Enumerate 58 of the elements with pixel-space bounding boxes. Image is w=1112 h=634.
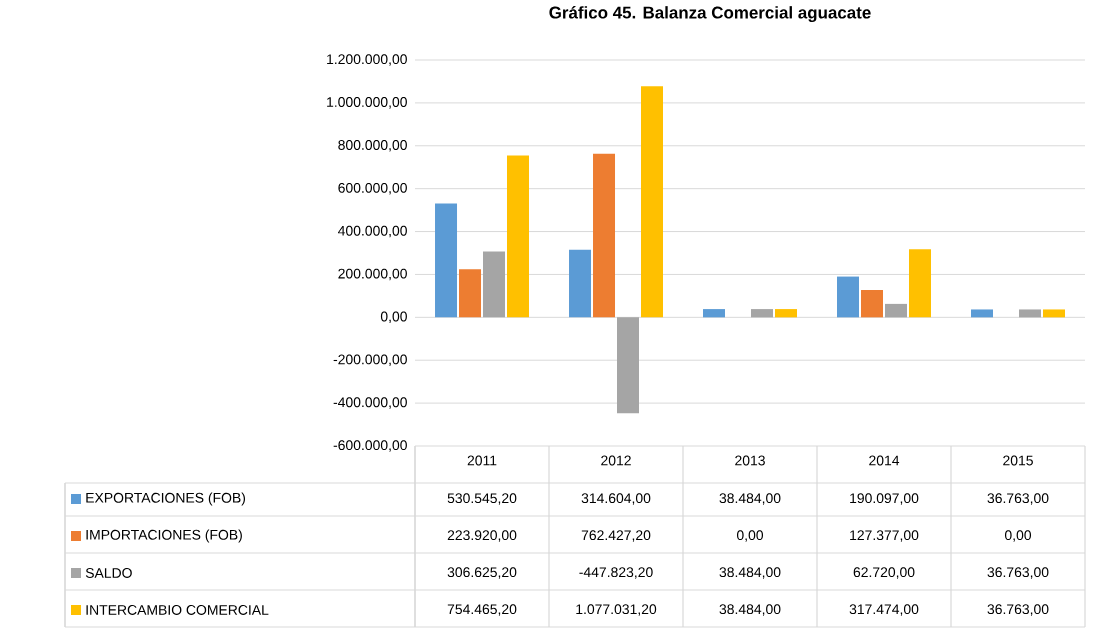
x-tick-label: 2014 (869, 455, 900, 466)
data-label: 0,00 (1004, 530, 1032, 542)
legend-label: EXPORTACIONES (FOB) (86, 492, 246, 506)
data-label: 1.077.031,20 (576, 604, 657, 616)
data-label: 223.920,00 (447, 530, 517, 542)
legend-label: SALDO (85, 568, 132, 578)
bar (617, 317, 639, 414)
bar (435, 203, 458, 318)
bar (507, 155, 529, 318)
bar (837, 276, 860, 318)
data-label: 190.097,00 (850, 493, 919, 505)
x-tick-label: 2013 (735, 455, 765, 466)
bar (703, 309, 726, 318)
bar (909, 249, 931, 318)
bar (483, 251, 506, 318)
y-tick-label: 1.200.000,00 (327, 54, 407, 66)
data-label: 36.763,00 (987, 604, 1049, 616)
bar (593, 153, 616, 318)
data-label: 38.484,00 (719, 604, 781, 616)
y-tick-label: 600.000,00 (338, 182, 407, 195)
x-tick-label: 2011 (467, 455, 497, 466)
data-label: 127.377,00 (850, 530, 919, 542)
data-label: 36.763,00 (987, 493, 1049, 505)
bar (641, 86, 663, 318)
y-tick-label: -400.000,00 (333, 397, 407, 409)
data-label: 306.625,20 (447, 567, 517, 579)
bar (569, 249, 592, 318)
data-label: 754.465,20 (447, 604, 517, 616)
bar (971, 309, 994, 318)
chart-title: Gráfico 45. Balanza Comercial aguacate (549, 5, 871, 23)
x-tick-label: 2012 (601, 455, 631, 466)
y-tick-label: -600.000,00 (333, 440, 407, 452)
bar (1043, 309, 1065, 318)
legend-label: INTERCAMBIO COMERCIAL (86, 605, 269, 615)
legend-label: IMPORTACIONES (FOB) (86, 529, 242, 543)
y-tick-label: -200.000,00 (333, 354, 407, 366)
data-label: 0,00 (736, 530, 764, 542)
y-tick-label: 200.000,00 (338, 268, 407, 281)
bar (1019, 309, 1041, 318)
y-tick-label: 400.000,00 (338, 225, 407, 238)
y-tick-label: 0,00 (380, 311, 407, 324)
bar (775, 309, 797, 318)
data-label: 38.484,00 (719, 567, 781, 579)
bar (751, 309, 774, 318)
bar (459, 269, 482, 318)
data-label: 38.484,00 (719, 493, 781, 505)
y-tick-label: 1.000.000,00 (327, 97, 407, 109)
data-label: 317.474,00 (849, 604, 919, 616)
data-label: 36.763,00 (987, 567, 1049, 579)
data-label: 762.427,20 (581, 530, 651, 542)
bar (885, 303, 908, 318)
bar (861, 290, 884, 318)
y-tick-label: 800.000,00 (338, 140, 407, 152)
x-tick-label: 2015 (1003, 455, 1033, 466)
data-label: 530.545,20 (447, 493, 517, 505)
data-label: 314.604,00 (581, 493, 651, 505)
data-label: 62.720,00 (853, 567, 915, 579)
data-label: -447.823,20 (579, 567, 653, 579)
